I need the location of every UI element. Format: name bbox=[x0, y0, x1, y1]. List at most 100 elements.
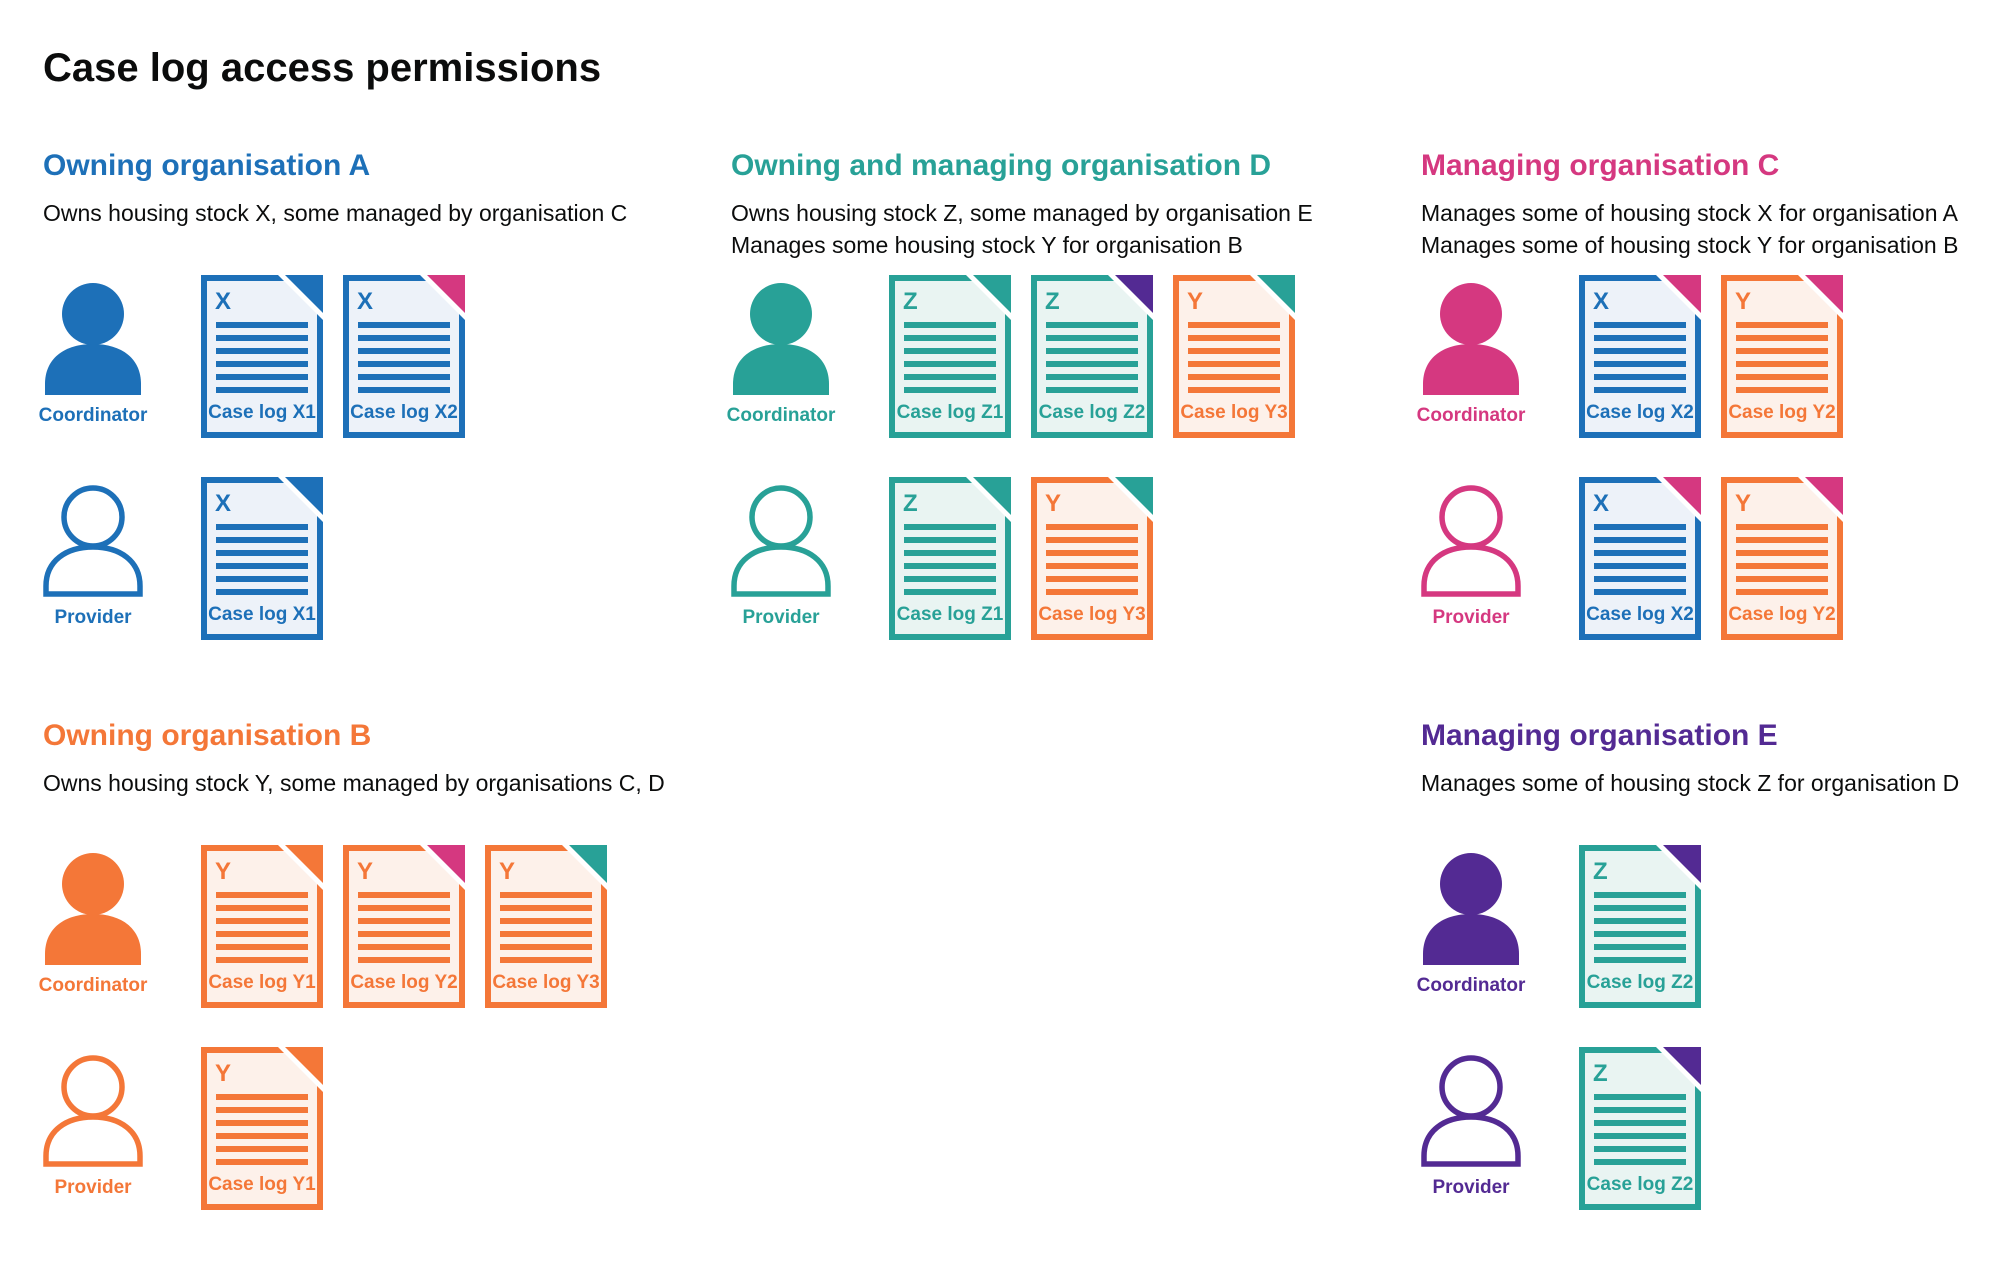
document-text-line bbox=[358, 387, 450, 393]
document-fold-icon bbox=[1663, 845, 1701, 883]
section-managing-organisation-c: Managing organisation C Manages some of h… bbox=[1417, 147, 1981, 717]
document-stock-letter: Z bbox=[903, 288, 918, 315]
document-text-line bbox=[904, 335, 996, 341]
section-description-line: Owns housing stock Z, some managed by or… bbox=[731, 200, 1313, 226]
section-title: Owning and managing organisation D bbox=[731, 149, 1272, 182]
coordinator-block: Coordinator bbox=[39, 845, 147, 997]
document-text-line bbox=[216, 931, 308, 937]
document-text-line bbox=[1188, 348, 1280, 354]
document-text-line bbox=[904, 524, 996, 530]
document-text-line bbox=[1594, 322, 1686, 328]
document-text-line bbox=[1594, 361, 1686, 367]
document-stock-letter: X bbox=[215, 288, 231, 315]
role-label: Provider bbox=[54, 1177, 132, 1198]
document-text-line bbox=[1594, 576, 1686, 582]
section-title: Managing organisation C bbox=[1421, 149, 1780, 182]
document-text-line bbox=[216, 1120, 308, 1126]
document-text-line bbox=[904, 550, 996, 556]
document-text-line bbox=[1594, 1146, 1686, 1152]
case-log-document-icon: Y Case log Y2 bbox=[1721, 275, 1843, 438]
document-fold-icon bbox=[1257, 275, 1295, 313]
document-text-line bbox=[1594, 1159, 1686, 1165]
document-text-line bbox=[1046, 387, 1138, 393]
document-text-line bbox=[1594, 931, 1686, 937]
document-stock-letter: Y bbox=[1045, 490, 1061, 517]
document-label: Case log X2 bbox=[350, 402, 458, 423]
document-text-line bbox=[1736, 537, 1828, 543]
document-text-line bbox=[1046, 537, 1138, 543]
case-log-document-icon: X Case log X1 bbox=[201, 275, 323, 438]
document-text-line bbox=[216, 892, 308, 898]
document-label: Case log Y2 bbox=[1728, 604, 1835, 625]
case-log-document-icon: Y Case log Y3 bbox=[1031, 477, 1153, 640]
access-row-coordinator: Coordinator X Case log X2 Y Case log Y2 bbox=[1417, 275, 1981, 438]
document-label: Case log X1 bbox=[208, 604, 316, 625]
document-page bbox=[1721, 477, 1843, 640]
document-label: Case log X2 bbox=[1586, 604, 1694, 625]
section-description-line: Manages some of housing stock Z for orga… bbox=[1421, 770, 1960, 796]
provider-block: Provider bbox=[43, 477, 143, 629]
case-log-document-icon: Y Case log Y3 bbox=[1173, 275, 1295, 438]
document-label: Case log Z2 bbox=[1039, 402, 1146, 423]
document-text-line bbox=[1046, 576, 1138, 582]
role-label: Provider bbox=[1432, 1177, 1510, 1198]
section-description: Owns housing stock Y, some managed by or… bbox=[43, 767, 731, 845]
document-page bbox=[343, 845, 465, 1008]
document-text-line bbox=[358, 335, 450, 341]
document-label: Case log Z2 bbox=[1587, 972, 1694, 993]
document-text-line bbox=[1046, 589, 1138, 595]
document-stock-letter: Y bbox=[1735, 490, 1751, 517]
document-stock-letter: X bbox=[215, 490, 231, 517]
document-text-line bbox=[500, 931, 592, 937]
document-text-line bbox=[216, 905, 308, 911]
document-text-line bbox=[904, 348, 996, 354]
document-text-line bbox=[1594, 1120, 1686, 1126]
document-text-line bbox=[1736, 335, 1828, 341]
section-owning-organisation-b: Owning organisation B Owns housing stock … bbox=[39, 717, 731, 1249]
case-log-document-icon: Y Case log Y1 bbox=[201, 1047, 323, 1210]
document-page bbox=[1579, 845, 1701, 1008]
role-label: Coordinator bbox=[38, 975, 148, 996]
case-log-document-icon: Y Case log Y1 bbox=[201, 845, 323, 1008]
role-label: Provider bbox=[1432, 607, 1510, 628]
document-text-line bbox=[216, 1107, 308, 1113]
section-description: Owns housing stock Z, some managed by or… bbox=[731, 197, 1421, 275]
access-row-coordinator: Coordinator Z Case log Z2 bbox=[1417, 845, 1981, 1008]
document-page bbox=[485, 845, 607, 1008]
access-row-provider: Provider Z Case log Z1 Y Case log Y3 bbox=[731, 477, 1421, 640]
document-label: Case log Y1 bbox=[208, 972, 316, 993]
document-text-line bbox=[216, 537, 308, 543]
document-fold-icon bbox=[1663, 477, 1701, 515]
role-label: Coordinator bbox=[38, 405, 148, 426]
section-description-line: Manages some of housing stock X for orga… bbox=[1421, 200, 1958, 226]
document-page bbox=[1721, 275, 1843, 438]
document-text-line bbox=[1046, 322, 1138, 328]
person-outline-icon bbox=[731, 485, 831, 597]
document-page bbox=[201, 1047, 323, 1210]
document-fold-icon bbox=[1805, 275, 1843, 313]
document-text-line bbox=[216, 550, 308, 556]
document-label: Case log Y3 bbox=[1038, 604, 1145, 625]
document-text-line bbox=[1594, 348, 1686, 354]
coordinator-block: Coordinator bbox=[727, 275, 835, 427]
section-description: Manages some of housing stock Z for orga… bbox=[1421, 767, 1981, 845]
case-log-document-icon: Y Case log Y2 bbox=[343, 845, 465, 1008]
access-row-provider: Provider Z Case log Z2 bbox=[1421, 1047, 1981, 1210]
document-text-line bbox=[358, 957, 450, 963]
document-text-line bbox=[904, 387, 996, 393]
case-log-document-icon: Y Case log Y2 bbox=[1721, 477, 1843, 640]
document-page bbox=[201, 845, 323, 1008]
document-page bbox=[1173, 275, 1295, 438]
document-label: Case log Y3 bbox=[492, 972, 599, 993]
document-text-line bbox=[1594, 563, 1686, 569]
document-page bbox=[201, 275, 323, 438]
document-text-line bbox=[904, 361, 996, 367]
document-text-line bbox=[216, 1133, 308, 1139]
document-page bbox=[1031, 477, 1153, 640]
section-owning-organisation-a: Owning organisation A Owns housing stock … bbox=[39, 147, 731, 717]
person-outline-icon bbox=[1421, 485, 1521, 597]
document-text-line bbox=[1594, 944, 1686, 950]
document-text-line bbox=[1188, 335, 1280, 341]
section-description-line: Manages some of housing stock Y for orga… bbox=[1421, 232, 1959, 258]
document-text-line bbox=[1736, 348, 1828, 354]
